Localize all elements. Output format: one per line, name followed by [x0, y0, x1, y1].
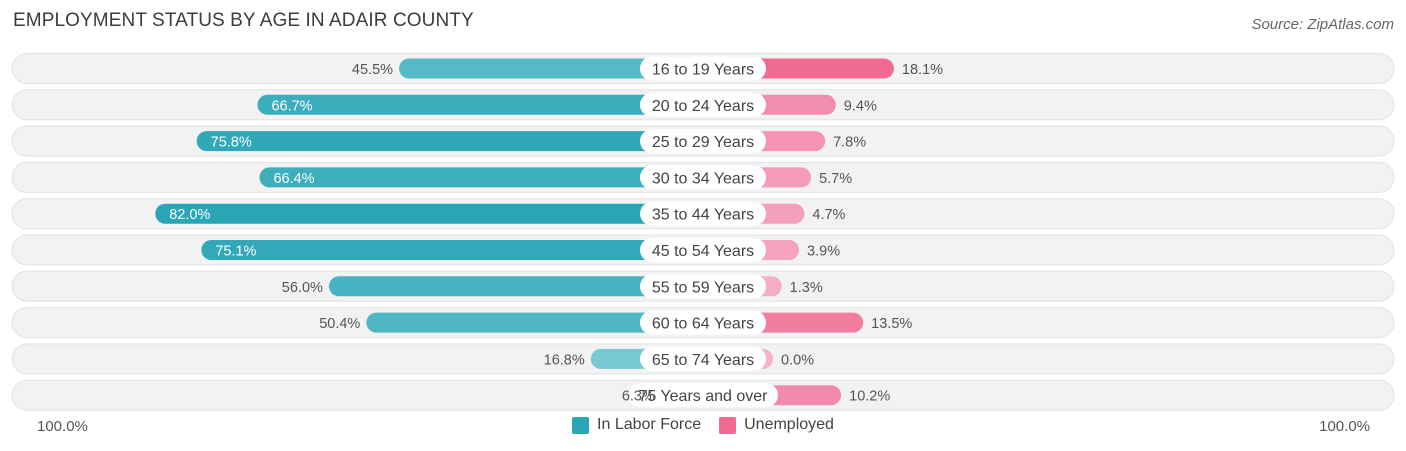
category-label-bg [628, 383, 778, 408]
value-label-labor-force: 82.0% [169, 207, 210, 223]
value-label-unemployed: 18.1% [902, 62, 943, 78]
value-label-unemployed: 13.5% [871, 316, 912, 332]
category-label: 25 to 29 Years [652, 134, 754, 151]
category-label: 35 to 44 Years [652, 207, 754, 224]
bar-labor-force [399, 58, 703, 79]
axis-left-label: 100.0% [37, 418, 88, 435]
category-label: 45 to 54 Years [652, 243, 754, 260]
category-label-bg [640, 310, 766, 335]
bar-labor-force [259, 167, 703, 188]
category-label-bg [640, 346, 766, 371]
value-label-unemployed: 0.0% [781, 352, 814, 368]
legend-label-labor: In Labor Force [597, 416, 702, 433]
value-label-unemployed: 3.9% [807, 244, 840, 260]
legend: In Labor Force Unemployed [0, 416, 1406, 434]
value-label-labor-force: 50.4% [319, 316, 360, 332]
legend-swatch-unemployed [719, 416, 737, 434]
bar-labor-force [257, 94, 703, 115]
bar-labor-force [328, 276, 703, 297]
category-label: 16 to 19 Years [652, 62, 754, 79]
legend-item-unemployed[interactable]: Unemployed [719, 416, 834, 434]
category-label: 60 to 64 Years [652, 316, 754, 333]
value-label-unemployed: 9.4% [844, 98, 877, 114]
value-label-labor-force: 66.7% [271, 98, 312, 114]
axis-right-label: 100.0% [1319, 418, 1370, 435]
value-label-unemployed: 5.7% [819, 171, 852, 187]
source-label: Source: ZipAtlas.com [1251, 16, 1394, 33]
bar-labor-force [155, 203, 704, 224]
category-label-bg [640, 129, 766, 154]
value-label-labor-force: 56.0% [282, 280, 323, 296]
bar-labor-force [201, 240, 703, 260]
category-label-bg [640, 56, 766, 81]
category-label: 30 to 34 Years [652, 170, 754, 187]
value-label-labor-force: 6.3% [622, 389, 655, 405]
value-label-unemployed: 10.2% [849, 389, 890, 405]
category-label: 55 to 59 Years [652, 279, 754, 296]
category-label: 20 to 24 Years [652, 98, 754, 115]
legend-swatch-labor [572, 416, 590, 434]
value-label-labor-force: 75.1% [215, 244, 256, 260]
value-label-unemployed: 1.3% [790, 280, 823, 296]
value-label-labor-force: 75.8% [211, 135, 252, 151]
bar-labor-force [366, 312, 703, 333]
legend-item-labor[interactable]: In Labor Force [572, 416, 701, 434]
category-label-bg [640, 165, 766, 190]
bar-labor-force [196, 131, 703, 152]
category-label-bg [640, 92, 766, 117]
category-label: 75 Years and over [639, 388, 769, 405]
category-label-bg [640, 201, 766, 226]
category-label-bg [640, 238, 766, 262]
value-label-unemployed: 4.7% [812, 207, 845, 223]
legend-label-unemployed: Unemployed [744, 416, 834, 433]
chart-title: EMPLOYMENT STATUS BY AGE IN ADAIR COUNTY [13, 10, 474, 31]
value-label-labor-force: 45.5% [352, 62, 393, 78]
value-label-labor-force: 16.8% [544, 352, 585, 368]
category-label: 65 to 74 Years [652, 352, 754, 369]
value-label-unemployed: 7.8% [833, 135, 866, 151]
category-label-bg [640, 274, 766, 299]
value-label-labor-force: 66.4% [273, 171, 314, 187]
